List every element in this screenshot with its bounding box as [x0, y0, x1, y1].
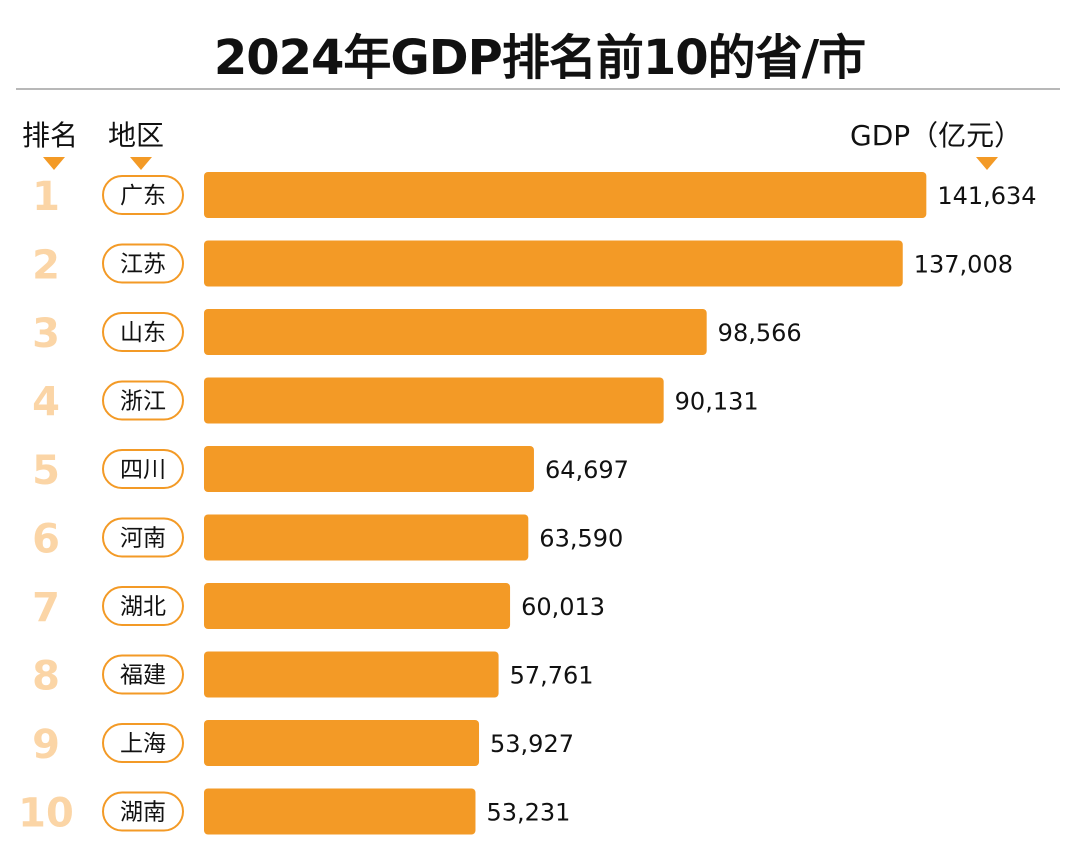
region-label: 广东	[120, 183, 166, 209]
region-label: 河南	[120, 526, 166, 552]
rank-number: 8	[32, 654, 60, 700]
rank-number: 4	[32, 380, 60, 426]
gdp-bar	[204, 514, 529, 561]
gdp-value-label: 53,927	[490, 730, 574, 758]
region-pill	[102, 791, 184, 832]
region-pill	[102, 586, 184, 626]
gdp-bar	[204, 446, 534, 492]
rank-number: 6	[32, 517, 60, 563]
gdp-value-label: 53,231	[486, 799, 570, 827]
rank-number: 7	[32, 585, 60, 631]
gdp-header: GDP（亿元）	[850, 119, 1023, 152]
gdp-bar	[204, 788, 476, 835]
gdp-bar	[204, 720, 480, 766]
gdp-value-label: 98,566	[718, 319, 802, 347]
region-pill	[102, 723, 184, 763]
region-label: 山东	[120, 320, 166, 346]
region-label: 江苏	[120, 252, 166, 278]
region-label: 福建	[120, 663, 166, 689]
gdp-value-label: 90,131	[675, 388, 759, 416]
region-label: 湖南	[120, 800, 166, 826]
region-pill	[102, 243, 184, 284]
gdp-bar	[204, 583, 511, 629]
region-pill	[102, 654, 184, 695]
gdp-bar	[204, 172, 927, 218]
gdp-bar	[204, 309, 707, 355]
region-pill	[102, 312, 184, 352]
region-label: 上海	[120, 731, 166, 757]
rank-number: 10	[18, 791, 74, 837]
region-pill	[102, 175, 184, 215]
region-label: 湖北	[120, 594, 166, 620]
region-pill	[102, 380, 184, 421]
gdp-value-label: 141,634	[937, 182, 1036, 210]
rank-arrow-icon	[43, 157, 65, 170]
rank-number: 5	[32, 448, 60, 494]
gdp-value-label: 64,697	[545, 456, 629, 484]
gdp-bar	[204, 240, 903, 287]
title-divider	[16, 88, 1060, 90]
rank-number: 1	[32, 174, 60, 220]
rank-header: 排名	[22, 119, 79, 152]
region-header: 地区	[108, 119, 165, 152]
gdp-bar	[204, 377, 664, 424]
rank-number: 3	[32, 311, 60, 357]
gdp-arrow-icon	[976, 157, 998, 170]
region-pill	[102, 449, 184, 489]
rank-number: 2	[32, 243, 60, 289]
gdp-value-label: 63,590	[539, 525, 623, 553]
rank-number: 9	[32, 722, 60, 768]
region-arrow-icon	[130, 157, 152, 170]
gdp-value-label: 57,761	[510, 662, 594, 690]
gdp-value-label: 60,013	[521, 593, 605, 621]
region-label: 四川	[120, 457, 166, 483]
region-pill	[102, 517, 184, 558]
region-label: 浙江	[120, 389, 166, 415]
gdp-value-label: 137,008	[914, 251, 1013, 279]
gdp-bar	[204, 651, 499, 698]
page-title: 2024年GDP排名前10的省/市	[213, 30, 866, 86]
